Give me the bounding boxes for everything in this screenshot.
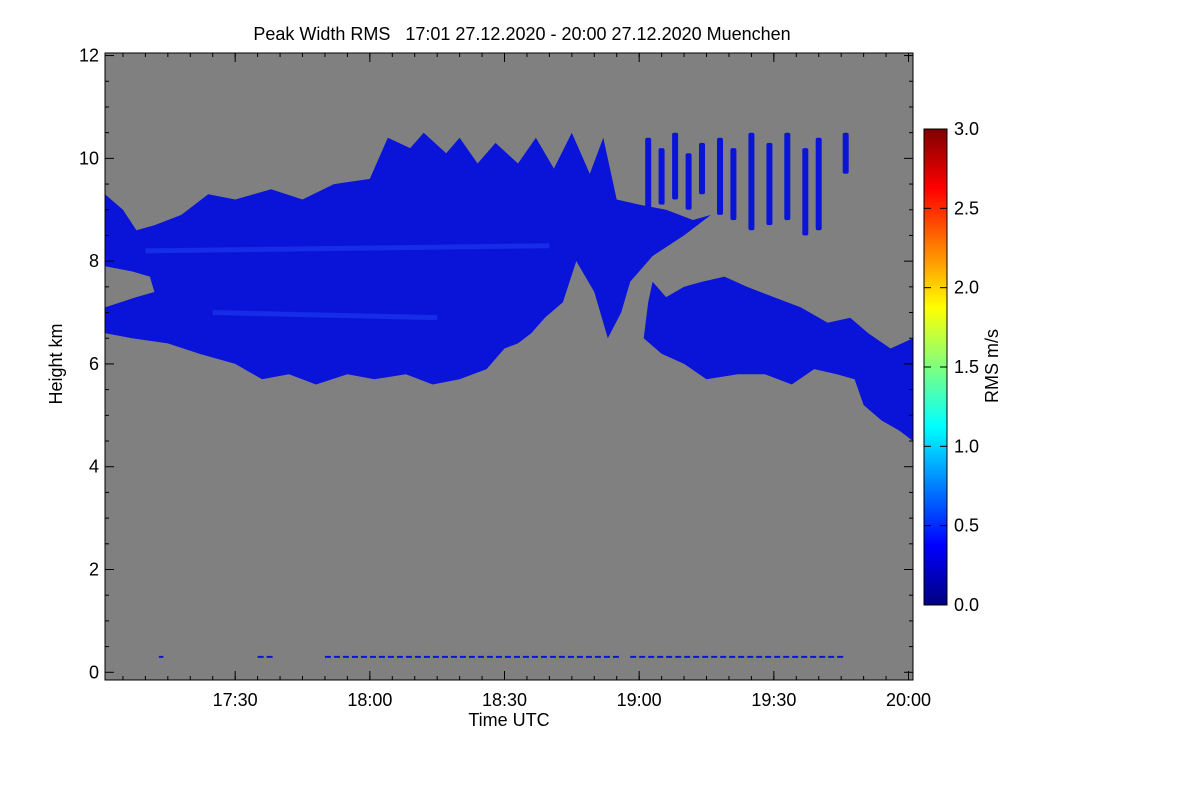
colorbar-tick-label: 0.5	[954, 516, 979, 536]
x-axis-label: Time UTC	[468, 710, 549, 730]
echo-region-1	[105, 132, 711, 385]
colorbar-tick-label: 2.5	[954, 198, 979, 218]
fall-streak-5	[699, 142, 705, 195]
fall-streak-10	[784, 132, 791, 221]
echo-band-1	[145, 243, 550, 254]
y-tick-label: 12	[79, 46, 99, 66]
echo-regions	[105, 132, 913, 441]
fall-streak-13	[842, 132, 849, 174]
y-tick-label: 2	[89, 560, 99, 580]
x-axis: 17:30 18:00 18:30 19:00 19:30 20:00	[122, 53, 931, 710]
colorbar-label: RMS m/s	[982, 329, 1002, 403]
echo-region-3	[643, 276, 913, 441]
fall-streak-9	[766, 142, 773, 226]
fall-streak-4	[685, 153, 692, 210]
y-axis: 0 2 4 6 8 10 12	[79, 46, 913, 682]
fall-streak-8	[748, 132, 755, 231]
x-tick-label: 19:30	[751, 690, 796, 710]
colorbar-tick-label: 1.5	[954, 357, 979, 377]
fall-streak-6	[717, 137, 723, 215]
x-tick-label: 17:30	[213, 690, 258, 710]
y-tick-label: 0	[89, 662, 99, 682]
y-tick-label: 4	[89, 457, 99, 477]
colorbar-tick-label: 1.0	[954, 436, 979, 456]
fall-streak-11	[802, 148, 809, 236]
y-tick-label: 8	[89, 251, 99, 271]
y-tick-label: 10	[79, 148, 99, 168]
colorbar-tick-label: 3.0	[954, 119, 979, 139]
x-tick-label: 18:00	[347, 690, 392, 710]
chart-title: Peak Width RMS 17:01 27.12.2020 - 20:00 …	[253, 24, 790, 44]
echo-band-2	[212, 310, 438, 321]
fall-streak-7	[730, 148, 737, 221]
fall-streak-3	[672, 132, 679, 200]
fall-streak-2	[658, 148, 665, 205]
colorbar-axis: 0.0 0.5 1.0 1.5 2.0 2.5 3.0	[924, 119, 979, 615]
y-tick-label: 6	[89, 354, 99, 374]
x-tick-label: 19:00	[617, 690, 662, 710]
fall-streak-12	[815, 137, 822, 231]
y-axis-label: Height km	[46, 323, 66, 404]
x-tick-label: 20:00	[886, 690, 931, 710]
x-tick-label: 18:30	[482, 690, 527, 710]
fall-streak-1	[645, 137, 652, 210]
plot-frame	[104, 52, 914, 681]
colorbar-tick-label: 2.0	[954, 278, 979, 298]
colorbar-tick-label: 0.0	[954, 595, 979, 615]
